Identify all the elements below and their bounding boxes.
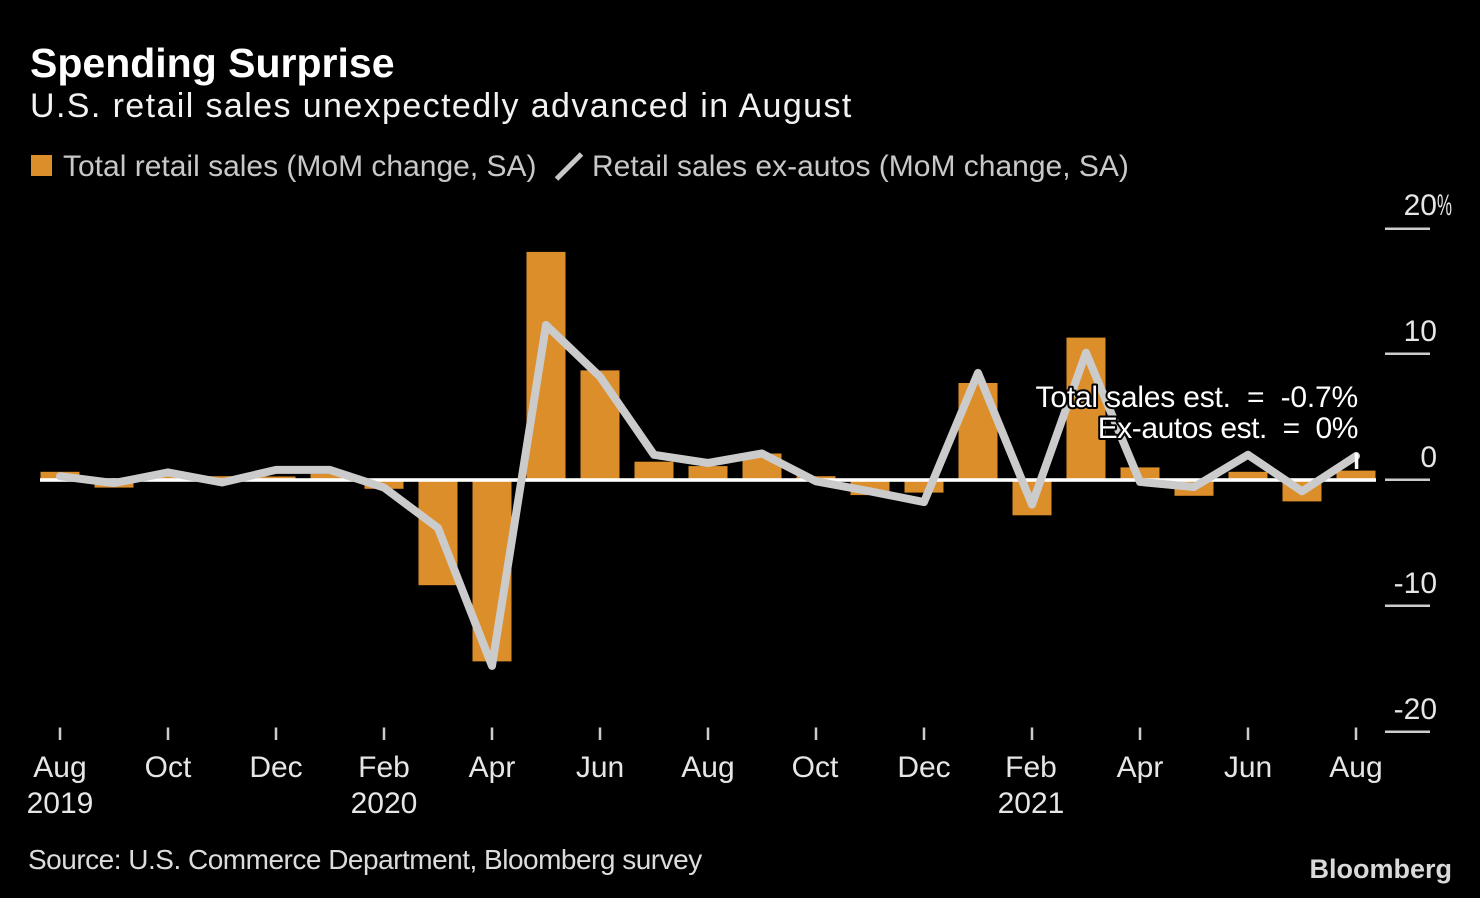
svg-text:Feb: Feb <box>358 751 410 784</box>
svg-text:-10: -10 <box>1394 567 1437 600</box>
svg-text:2021: 2021 <box>998 787 1065 820</box>
svg-text:Aug: Aug <box>681 751 734 784</box>
svg-text:0: 0 <box>1420 441 1437 474</box>
svg-text:Feb: Feb <box>1005 751 1057 784</box>
svg-text:Total sales est. = -0.7%: Total sales est. = -0.7% <box>1036 381 1358 414</box>
svg-text:2019: 2019 <box>27 787 94 820</box>
svg-text:U.S. retail sales unexpectedly: U.S. retail sales unexpectedly advanced … <box>30 87 853 125</box>
svg-text:20: 20 <box>1404 189 1437 222</box>
svg-text:Dec: Dec <box>249 751 302 784</box>
svg-text:Jun: Jun <box>576 751 624 784</box>
svg-text:Retail sales ex-autos (MoM cha: Retail sales ex-autos (MoM change, SA) <box>592 150 1129 183</box>
svg-text:Aug: Aug <box>33 751 86 784</box>
svg-text:Bloomberg: Bloomberg <box>1309 854 1452 884</box>
svg-text:-20: -20 <box>1394 693 1437 726</box>
svg-text:2020: 2020 <box>351 787 418 820</box>
svg-text:Aug: Aug <box>1329 751 1382 784</box>
svg-text:Jun: Jun <box>1224 751 1272 784</box>
svg-text:Apr: Apr <box>469 751 516 784</box>
svg-text:Dec: Dec <box>897 751 950 784</box>
svg-text:%: % <box>1437 189 1452 222</box>
svg-text:Oct: Oct <box>792 751 839 784</box>
svg-text:Apr: Apr <box>1117 751 1164 784</box>
svg-text:10: 10 <box>1404 315 1437 348</box>
svg-text:Total retail sales (MoM change: Total retail sales (MoM change, SA) <box>63 150 537 183</box>
svg-text:Oct: Oct <box>145 751 192 784</box>
svg-text:Source: U.S. Commerce Departme: Source: U.S. Commerce Department, Bloomb… <box>28 844 702 875</box>
svg-text:Spending Surprise: Spending Surprise <box>30 40 395 86</box>
svg-text:Ex-autos est. = 0%: Ex-autos est. = 0% <box>1098 412 1358 445</box>
